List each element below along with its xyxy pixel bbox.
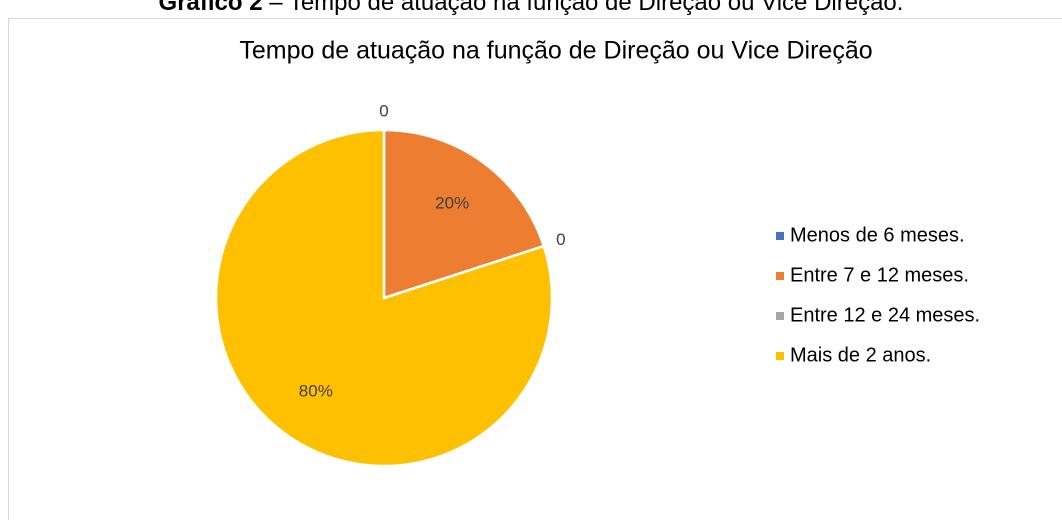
- pie-slice: [214, 128, 554, 468]
- caption-text: – Tempo de atuação na função de Direção …: [263, 0, 904, 16]
- legend-swatch: [776, 272, 784, 280]
- legend-swatch: [776, 312, 784, 320]
- legend-label: Entre 12 e 24 meses.: [790, 304, 980, 326]
- data-label: 0: [379, 101, 388, 120]
- data-label: 0: [556, 230, 565, 249]
- data-label: 20%: [435, 194, 469, 213]
- legend-swatch: [776, 352, 784, 360]
- caption-label: Gráfico 2: [159, 0, 263, 16]
- legend-label: Menos de 6 meses.: [790, 224, 965, 246]
- caption: Gráfico 2 – Tempo de atuação na função d…: [159, 0, 904, 16]
- chart-title: Tempo de atuação na função de Direção ou…: [239, 37, 872, 65]
- data-label: 80%: [299, 381, 333, 400]
- pie-slice: [382, 128, 546, 300]
- legend-label: Entre 7 e 12 meses.: [790, 264, 969, 286]
- legend-swatch: [776, 232, 784, 240]
- caption-background: [0, 0, 1062, 18]
- legend-label: Mais de 2 anos.: [790, 344, 931, 366]
